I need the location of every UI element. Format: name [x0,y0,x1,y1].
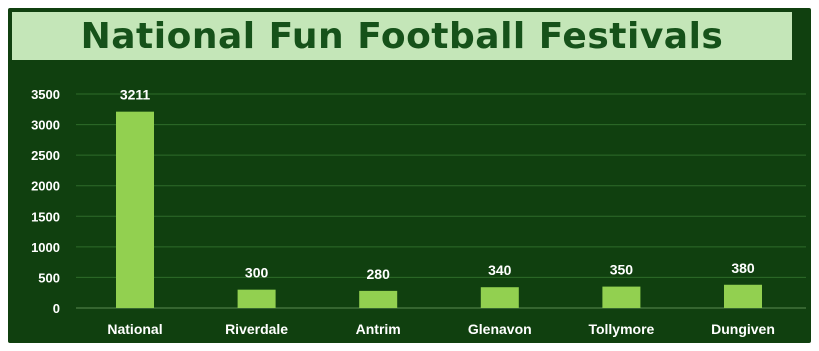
data-label-glenavon: 340 [488,262,512,278]
bar-national [116,111,154,308]
bar-tollymore [602,286,641,308]
x-category-label: Tollymore [588,321,654,337]
y-tick-label: 1500 [31,209,60,224]
y-tick-label: 3500 [31,87,60,102]
gridlines [76,93,806,309]
y-tick-label: 3000 [31,118,60,133]
y-tick-label: 2000 [31,179,60,194]
data-label-national: 3211 [120,87,151,103]
bar-riverdale [237,289,276,308]
bars [116,111,762,308]
y-tick-label: 0 [53,301,60,316]
bar-antrim [359,290,398,308]
chart-title-band: National Fun Football Festivals [12,12,792,60]
y-tick-label: 1000 [31,240,60,255]
data-label-antrim: 280 [367,266,391,282]
y-tick-label: 500 [38,270,60,285]
x-category-label: Riverdale [225,321,288,337]
data-label-dungiven: 380 [731,260,755,276]
y-axis-ticks: 0 500 1000 1500 2000 2500 3000 3500 [31,87,60,316]
x-category-label: Antrim [356,321,401,337]
bar-glenavon [480,287,519,308]
x-category-label: National [107,321,162,337]
x-axis-categories: National Riverdale Antrim Glenavon Tollymore… [107,321,775,337]
x-category-label: Dungiven [711,321,775,337]
x-category-label: Glenavon [468,321,532,337]
data-label-riverdale: 300 [245,265,269,281]
bar-dungiven [724,284,762,308]
chart-title: National Fun Football Festivals [80,15,724,57]
y-tick-label: 2500 [31,148,60,163]
data-labels: 3211 300 280 340 350 380 [120,87,755,282]
data-label-tollymore: 350 [610,262,634,278]
